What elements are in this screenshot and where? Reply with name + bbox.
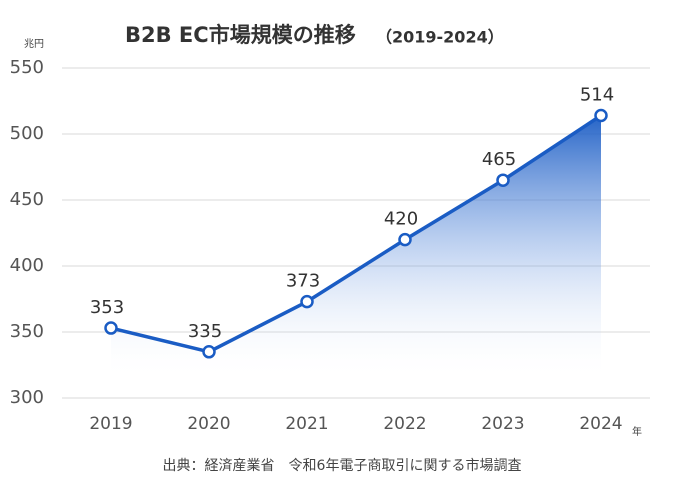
y-tick-label: 550	[10, 57, 44, 78]
y-tick-label: 500	[10, 123, 44, 144]
y-unit: 兆円	[24, 38, 44, 50]
value-label: 465	[482, 149, 516, 170]
x-tick-label: 2021	[285, 414, 328, 434]
point	[300, 294, 314, 309]
y-tick-label: 450	[10, 189, 44, 210]
point	[594, 108, 608, 123]
x-tick-label: 2024	[579, 414, 622, 434]
value-label: 420	[384, 209, 418, 230]
value-label: 353	[90, 297, 124, 318]
x-tick-label: 2020	[187, 414, 230, 434]
value-label: 514	[580, 85, 614, 106]
x-tick-label: 2023	[481, 414, 524, 434]
x-tick-label: 2019	[89, 414, 132, 434]
area	[111, 115, 601, 381]
point	[496, 173, 510, 187]
chart-title: B2B EC市場規模の推移	[125, 23, 356, 47]
x-unit: 年	[632, 425, 642, 438]
y-tick-label: 350	[10, 321, 44, 342]
chart-subtitle: （2019-2024）	[376, 28, 504, 47]
value-label: 335	[188, 321, 222, 342]
value-label: 373	[286, 271, 320, 292]
point	[398, 232, 412, 247]
point	[104, 321, 118, 335]
x-tick-label: 2022	[383, 414, 426, 434]
y-tick-label: 400	[10, 255, 44, 276]
point	[202, 345, 216, 359]
line	[110, 114, 602, 354]
source-note: 出典：経済産業省 令和6年電子商取引に関する市場調査	[163, 457, 522, 474]
y-tick-label: 300	[10, 387, 44, 408]
